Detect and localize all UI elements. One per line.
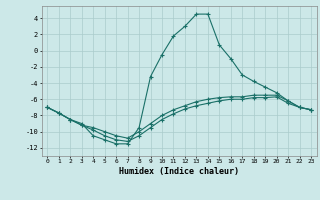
X-axis label: Humidex (Indice chaleur): Humidex (Indice chaleur) (119, 167, 239, 176)
